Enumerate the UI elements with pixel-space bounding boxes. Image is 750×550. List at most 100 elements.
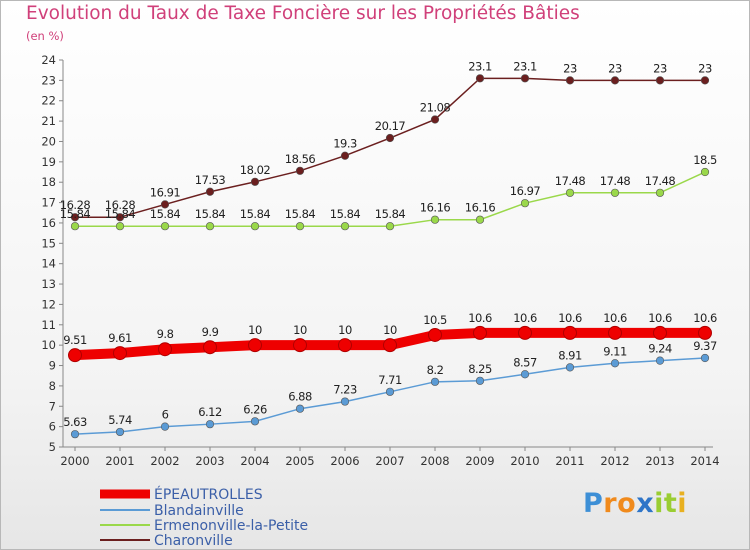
data-label: 16.28 xyxy=(60,198,91,212)
data-point xyxy=(430,215,440,224)
data-label: 6.88 xyxy=(288,390,312,404)
data-label: 21.08 xyxy=(420,100,451,114)
data-label: 10.6 xyxy=(468,311,492,325)
x-tick-label: 2005 xyxy=(285,454,314,468)
data-label: 16.16 xyxy=(420,201,451,215)
data-label: 18.5 xyxy=(693,153,717,167)
data-point xyxy=(520,370,530,379)
data-label: 9.9 xyxy=(202,325,219,339)
data-label: 10.6 xyxy=(513,311,537,325)
data-point xyxy=(340,397,350,406)
data-point xyxy=(160,200,170,209)
data-point xyxy=(430,377,440,386)
data-point xyxy=(205,187,215,196)
data-label: 9.51 xyxy=(63,333,87,347)
data-label: 9.24 xyxy=(648,342,672,356)
legend-label: Ermenonville-la-Petite xyxy=(154,518,308,534)
data-point xyxy=(295,404,305,413)
data-point xyxy=(565,76,575,85)
data-label: 10 xyxy=(293,323,307,337)
data-point xyxy=(475,376,485,385)
data-label: 7.23 xyxy=(333,383,357,397)
logo-letter: i xyxy=(677,488,688,519)
y-tick-label: 15 xyxy=(41,236,56,250)
y-tick-label: 24 xyxy=(41,53,56,67)
data-point xyxy=(205,222,215,231)
y-tick-label: 9 xyxy=(49,359,56,373)
chart-unit-label: (en %) xyxy=(26,29,64,43)
data-label: 5.63 xyxy=(63,415,87,429)
y-tick-label: 23 xyxy=(41,73,56,87)
data-point xyxy=(295,222,305,231)
y-tick-label: 5 xyxy=(49,440,56,454)
y-tick-label: 16 xyxy=(41,216,56,230)
data-point xyxy=(563,325,577,340)
data-label: 17.48 xyxy=(555,174,586,188)
data-label: 17.48 xyxy=(645,174,676,188)
x-tick-label: 2001 xyxy=(105,454,134,468)
data-point xyxy=(700,167,710,177)
x-tick-label: 2013 xyxy=(645,454,674,468)
data-label: 16.91 xyxy=(150,185,181,199)
data-label: 23 xyxy=(698,61,712,75)
x-tick-label: 2002 xyxy=(150,454,179,468)
data-label: 10.6 xyxy=(603,311,627,325)
data-label: 10.5 xyxy=(423,313,447,327)
data-label: 15.84 xyxy=(60,207,91,221)
data-point xyxy=(205,420,215,429)
data-label: 9.11 xyxy=(603,344,627,358)
data-label: 23 xyxy=(608,61,622,75)
y-tick-label: 10 xyxy=(41,338,56,352)
data-point xyxy=(160,222,170,231)
x-tick-label: 2014 xyxy=(690,454,719,468)
data-label: 18.56 xyxy=(285,152,316,166)
y-tick-label: 20 xyxy=(41,134,56,148)
data-point xyxy=(293,338,307,353)
data-point xyxy=(250,222,260,231)
data-point xyxy=(473,325,487,340)
y-tick-label: 6 xyxy=(49,420,56,434)
data-point xyxy=(655,356,665,365)
x-tick-label: 2007 xyxy=(375,454,404,468)
data-point xyxy=(340,151,350,160)
chart-legend: ÉPEAUTROLLESBlandainvilleErmenonville-la… xyxy=(100,486,308,549)
data-point xyxy=(383,338,397,353)
data-label: 10 xyxy=(248,323,262,337)
data-label: 10.6 xyxy=(558,311,582,325)
legend-label: Charonville xyxy=(154,533,233,549)
x-tick-label: 2000 xyxy=(60,454,89,468)
x-tick-label: 2003 xyxy=(195,454,224,468)
data-point xyxy=(430,115,440,124)
x-tick-label: 2004 xyxy=(240,454,269,468)
data-label: 15.84 xyxy=(105,207,136,221)
logo-letter: x xyxy=(636,488,655,519)
data-label: 6 xyxy=(162,408,169,422)
data-point xyxy=(113,346,127,361)
chart-title: Evolution du Taux de Taxe Foncière sur l… xyxy=(26,3,580,24)
data-point xyxy=(610,188,620,197)
data-point xyxy=(158,342,172,357)
data-point xyxy=(250,417,260,426)
y-tick-label: 14 xyxy=(41,257,56,271)
data-point xyxy=(70,222,80,231)
y-tick-label: 18 xyxy=(41,175,56,189)
data-label: 20.17 xyxy=(375,119,406,133)
data-label: 17.48 xyxy=(600,174,631,188)
data-label: 8.57 xyxy=(513,355,537,369)
data-point xyxy=(653,325,667,340)
data-point xyxy=(248,338,262,353)
data-label: 15.84 xyxy=(375,207,406,221)
data-point xyxy=(70,430,80,439)
data-label: 23 xyxy=(653,61,667,75)
x-tick-label: 2009 xyxy=(465,454,494,468)
data-point xyxy=(385,387,395,396)
data-label: 8.91 xyxy=(558,348,582,362)
data-point xyxy=(655,76,665,85)
data-point xyxy=(340,222,350,231)
data-label: 10 xyxy=(338,323,352,337)
data-label: 8.25 xyxy=(468,362,492,376)
legend-label: ÉPEAUTROLLES xyxy=(154,486,263,503)
data-point xyxy=(520,199,530,208)
data-point xyxy=(115,222,125,231)
